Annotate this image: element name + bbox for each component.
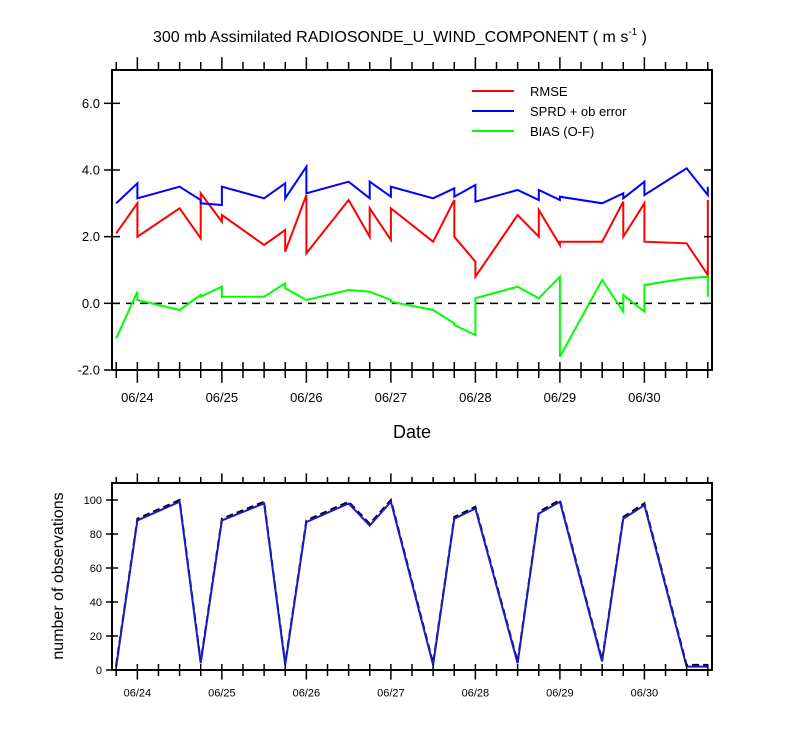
top-ytick-label: -2.0 [78,363,100,378]
top-series-sprd-ob-error [115,163,709,207]
top-xtick-label: 06/24 [121,390,154,405]
title-close: ) [637,29,647,46]
bottom-xtick-label: 06/24 [124,688,152,700]
bottom-y-axis-label: number of observations [50,492,67,659]
bottom-axis-ticks: 0 20 40 60 80 100 06/24 06/25 06/26 06/27 06/28 06/… [84,473,712,700]
top-legend: RMSE SPRD + ob error BIAS (O-F) [472,84,627,139]
bottom-plot-frame [111,482,713,671]
bottom-xtick-label: 06/25 [208,688,236,700]
top-series-group [115,163,709,358]
bottom-series-group [115,497,708,668]
top-xtick-label: 06/25 [206,390,239,405]
top-xtick-label: 06/29 [544,390,577,405]
bottom-xtick-label: 06/26 [293,688,321,700]
top-xtick-label: 06/30 [628,390,661,405]
top-ytick-label: 2.0 [82,229,100,244]
bottom-series-observations-total- [115,499,708,668]
bottom-xtick-label: 06/30 [631,688,659,700]
top-series-bias-o-f- [115,274,709,358]
bottom-ytick-label: 60 [90,563,102,575]
bottom-xtick-label: 06/27 [377,688,405,700]
title-units-exponent: -1 [628,27,637,38]
bottom-ytick-label: 80 [90,529,102,541]
top-axis-ticks: -2.0 0.0 2.0 4.0 6.0 06/24 06/25 06/26 06/27 06/2… [78,57,712,405]
top-xtick-label: 06/26 [290,390,323,405]
legend-label-bias: BIAS (O-F) [530,124,594,139]
bottom-chart: 0 20 40 60 80 100 06/24 06/25 06/26 06/27 06/28 06/… [50,473,713,700]
bottom-xtick-label: 06/28 [462,688,490,700]
top-xtick-label: 06/27 [375,390,408,405]
top-xtick-label: 06/28 [459,390,492,405]
title-main: 300 mb Assimilated RADIOSONDE_U_WIND_COM… [153,29,628,46]
top-chart: 300 mb Assimilated RADIOSONDE_U_WIND_COM… [78,27,713,442]
bottom-ytick-label: 100 [84,495,102,507]
top-ytick-label: 0.0 [82,296,100,311]
top-chart-title: 300 mb Assimilated RADIOSONDE_U_WIND_COM… [153,27,647,46]
bottom-xtick-label: 06/29 [546,688,574,700]
bottom-ytick-label: 0 [96,665,102,677]
top-ytick-label: 4.0 [82,163,100,178]
top-ytick-label: 6.0 [82,96,100,111]
bottom-ytick-label: 20 [90,631,102,643]
legend-label-rmse: RMSE [530,84,568,99]
top-x-axis-label: Date [393,422,431,442]
legend-label-sprd: SPRD + ob error [530,104,627,119]
top-series-rmse [115,190,709,280]
bottom-ytick-label: 40 [90,597,102,609]
